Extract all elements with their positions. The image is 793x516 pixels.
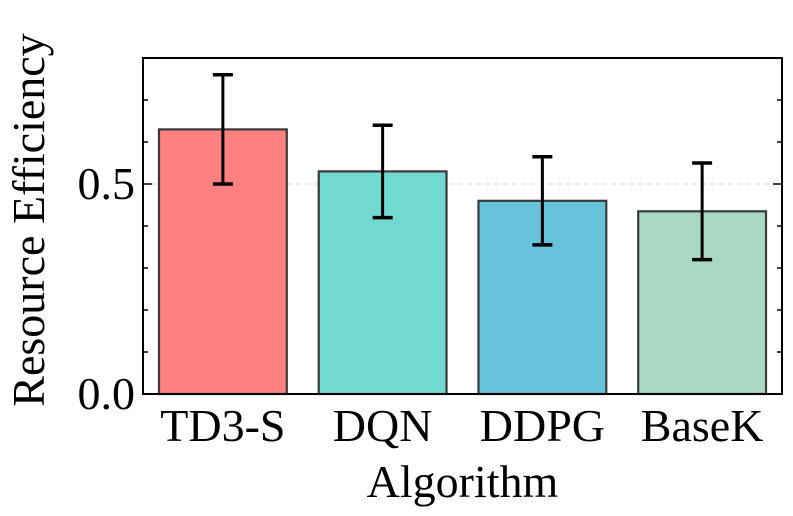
x-tick-label: TD3-S — [160, 400, 285, 451]
error-bar-basek — [692, 161, 713, 262]
error-bar-dqn — [372, 123, 393, 220]
x-tick-label: BaseK — [641, 400, 764, 451]
x-tick-label: DDPG — [480, 400, 605, 451]
bars — [157, 128, 768, 396]
y-tick-labels: 0.0 0.5 — [78, 158, 136, 419]
y-tick-label: 0.5 — [78, 158, 136, 209]
error-bar-td3-s — [212, 73, 233, 186]
y-axis-title: Resource Efficiency — [3, 33, 54, 406]
x-tick-labels: TD3-S DQN DDPG BaseK — [160, 400, 763, 451]
x-axis-title: Algorithm — [367, 456, 559, 507]
y-tick-label: 0.0 — [78, 368, 136, 419]
x-tick-label: DQN — [333, 400, 433, 451]
error-bars — [212, 73, 713, 262]
plot-area-frame — [142, 57, 783, 395]
error-bar-ddpg — [532, 154, 553, 247]
